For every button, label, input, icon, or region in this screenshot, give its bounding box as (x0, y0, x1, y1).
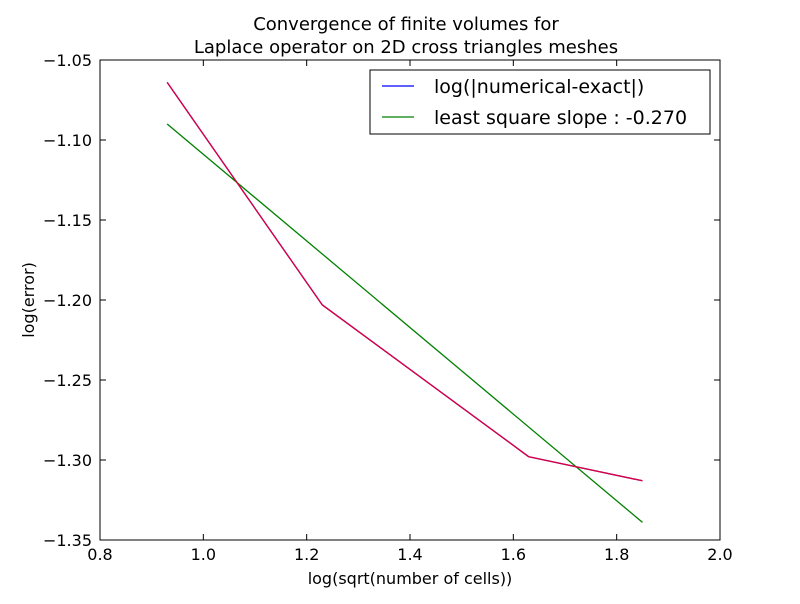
x-tick-label: 1.0 (191, 545, 216, 564)
y-tick-label: −1.35 (43, 531, 92, 550)
legend-label-least-square: least square slope : -0.270 (434, 107, 687, 129)
x-axis-label: log(sqrt(number of cells)) (308, 569, 513, 588)
plot-area (166, 82, 643, 523)
legend-box (369, 69, 711, 135)
chart-title-line-2: Laplace operator on 2D cross triangles m… (194, 37, 618, 58)
x-tick-label: 1.6 (501, 545, 526, 564)
y-tick-label: −1.10 (43, 131, 92, 150)
legend-label-numerical-exact: log(|numerical-exact|) (434, 76, 644, 98)
x-tick-label: 1.4 (397, 545, 422, 564)
y-tick-label: −1.20 (43, 291, 92, 310)
chart-title-line-1: Convergence of finite volumes for (253, 14, 559, 35)
y-tick-label: −1.25 (43, 371, 92, 390)
series-line-least-square (166, 123, 643, 523)
x-tick-label: 0.8 (87, 545, 112, 564)
y-tick-label: −1.30 (43, 451, 92, 470)
x-tick-label: 1.2 (294, 545, 319, 564)
x-tick-label: 1.8 (604, 545, 629, 564)
x-tick-label: 2.0 (707, 545, 732, 564)
legend: log(|numerical-exact|) least square slop… (369, 69, 711, 135)
y-tick-label: −1.15 (43, 211, 92, 230)
y-axis-label: log(error) (19, 262, 38, 338)
axis-ticks: 0.8 1.0 1.2 1.4 1.6 1.8 2.0 −1.05 −1.10 −1.15 −1.2… (43, 51, 733, 564)
y-tick-label: −1.05 (43, 51, 92, 70)
series-line-overlay (166, 82, 643, 482)
